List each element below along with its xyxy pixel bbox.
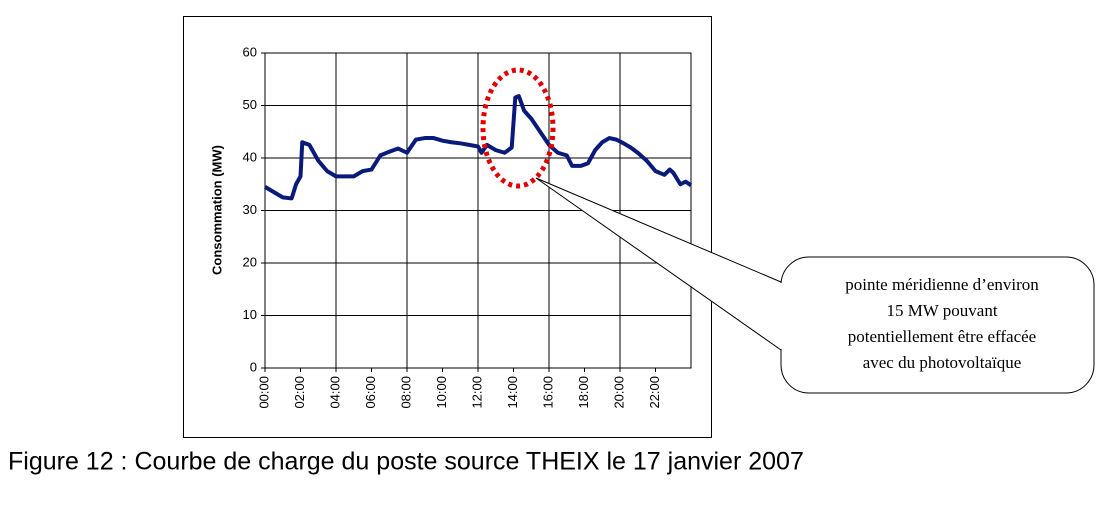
callout-line: potentiellement être effacée [848,327,1036,346]
y-tick-label: 60 [243,44,257,59]
x-tick-label: 16:00 [540,376,555,409]
y-tick-label: 30 [243,202,257,217]
x-tick-label: 06:00 [363,376,378,409]
x-tick-label: 22:00 [647,376,662,409]
data-line [263,94,693,201]
caption: Figure 12 : Courbe de charge du poste so… [8,448,804,476]
x-tick-label: 00:00 [256,376,271,409]
y-tick-label: 50 [243,97,257,112]
y-tick-label: 40 [243,149,257,164]
callout-text: pointe méridienne d’environ 15 MW pouvant… [845,275,1039,372]
callout-line: avec du photovoltaïque [863,353,1022,372]
y-tick-label: 20 [243,254,257,269]
callout-line: pointe méridienne d’environ [845,275,1039,294]
x-tick-label: 12:00 [469,376,484,409]
x-tick-label: 02:00 [292,376,307,409]
x-tick-label: 10:00 [434,376,449,409]
x-tick-label: 08:00 [398,376,413,409]
x-tick-label: 20:00 [611,376,626,409]
y-axis-label: Consommation (MW) [209,145,224,275]
highlight-ellipse [480,67,556,189]
x-tick-label: 14:00 [505,376,520,409]
y-tick-label: 0 [250,359,257,374]
callout-line: 15 MW pouvant [886,301,997,320]
x-tick-label: 18:00 [576,376,591,409]
y-tick-label: 10 [243,307,257,322]
x-tick-label: 04:00 [327,376,342,409]
